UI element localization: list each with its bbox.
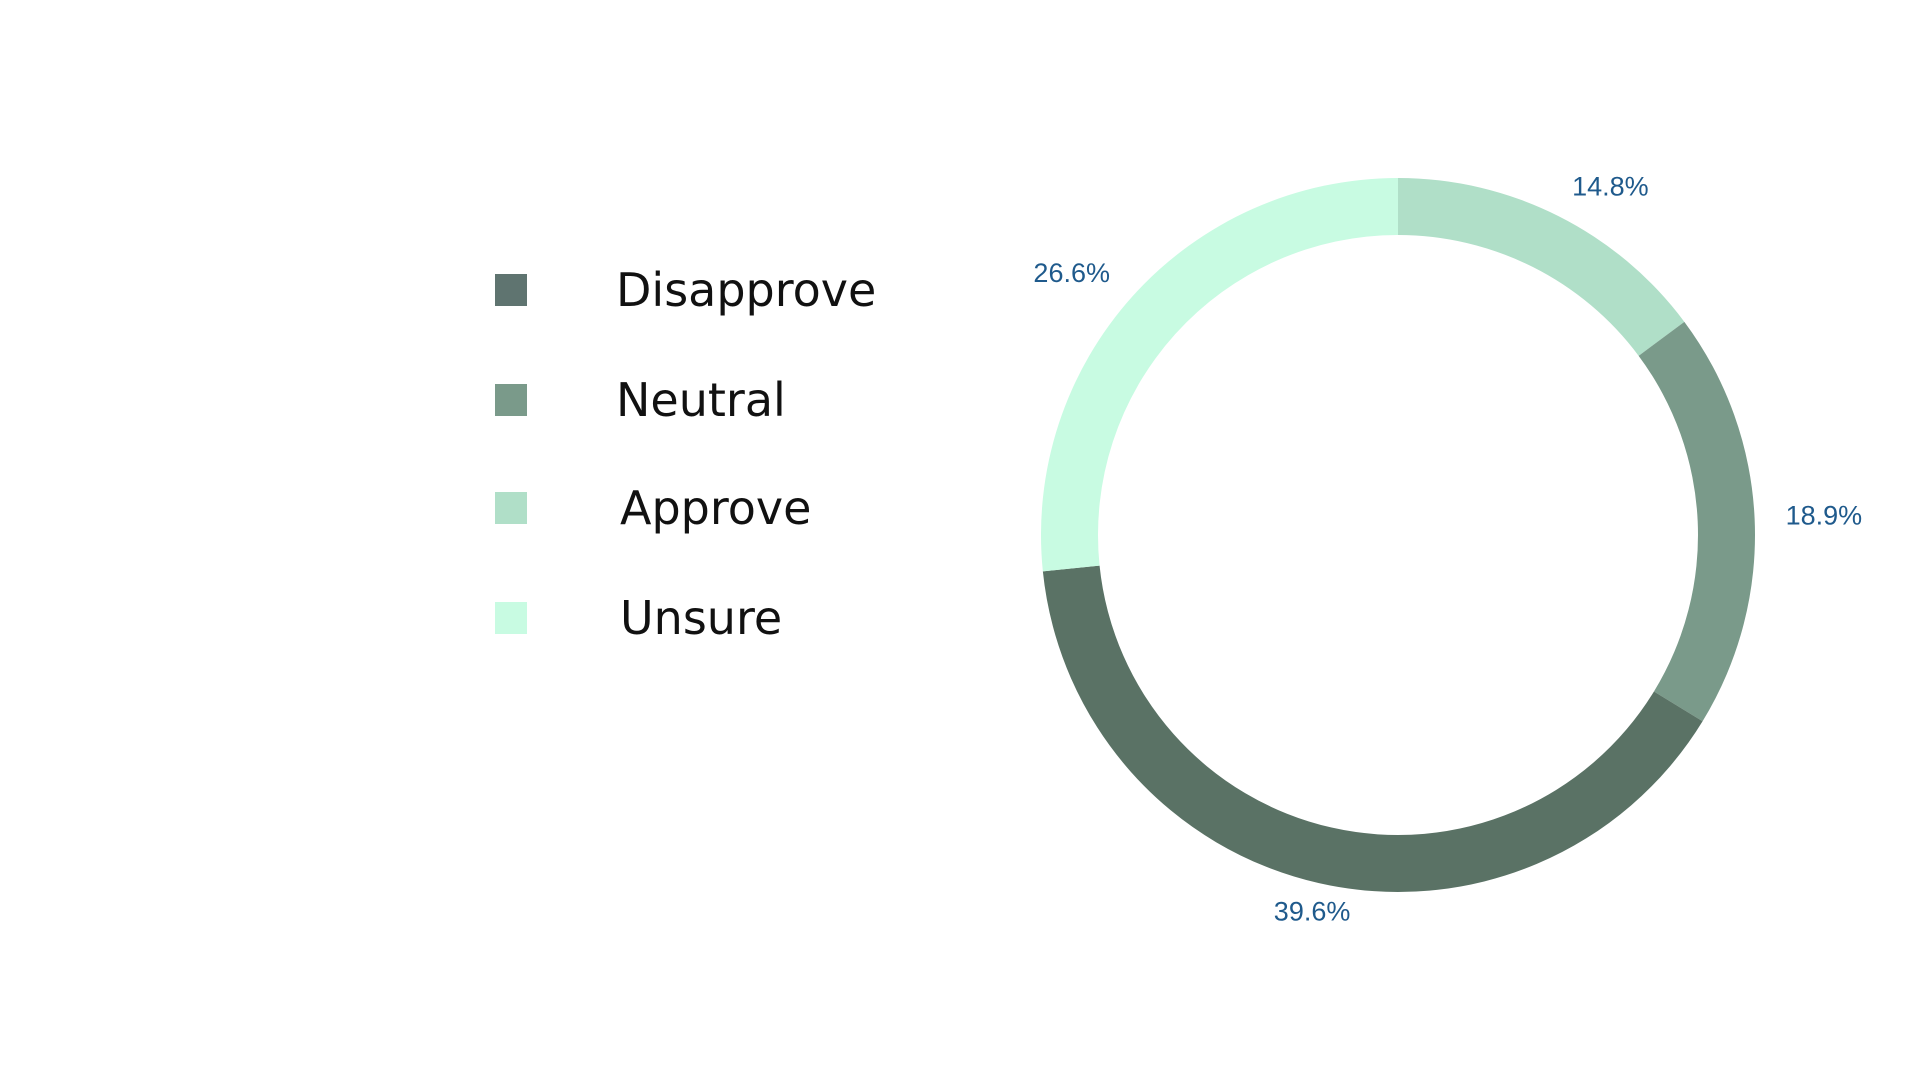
legend-swatch-disapprove xyxy=(495,274,527,306)
value-label-disapprove: 39.6% xyxy=(1274,896,1351,926)
donut-value-labels: 14.8% 18.9% 39.6% 26.6% xyxy=(1033,171,1862,926)
legend-label-approve: Approve xyxy=(620,481,812,535)
legend-label-unsure: Unsure xyxy=(620,591,783,645)
donut-slice-neutral xyxy=(1638,321,1756,722)
donut-slice-approve xyxy=(1398,178,1685,356)
legend-swatch-neutral xyxy=(495,384,527,416)
donut-slice-disapprove xyxy=(1042,565,1703,893)
legend-label-disapprove: Disapprove xyxy=(616,263,877,317)
legend-swatch-approve xyxy=(495,492,527,524)
chart-legend: Disapprove Neutral Approve Unsure xyxy=(0,0,900,700)
value-label-approve: 14.8% xyxy=(1572,171,1649,201)
legend-swatch-unsure xyxy=(495,602,527,634)
legend-label-neutral: Neutral xyxy=(616,373,786,427)
value-label-unsure: 26.6% xyxy=(1033,258,1110,288)
donut-slice-unsure xyxy=(1041,178,1398,572)
donut-slices xyxy=(1041,178,1756,893)
value-label-neutral: 18.9% xyxy=(1786,500,1863,530)
